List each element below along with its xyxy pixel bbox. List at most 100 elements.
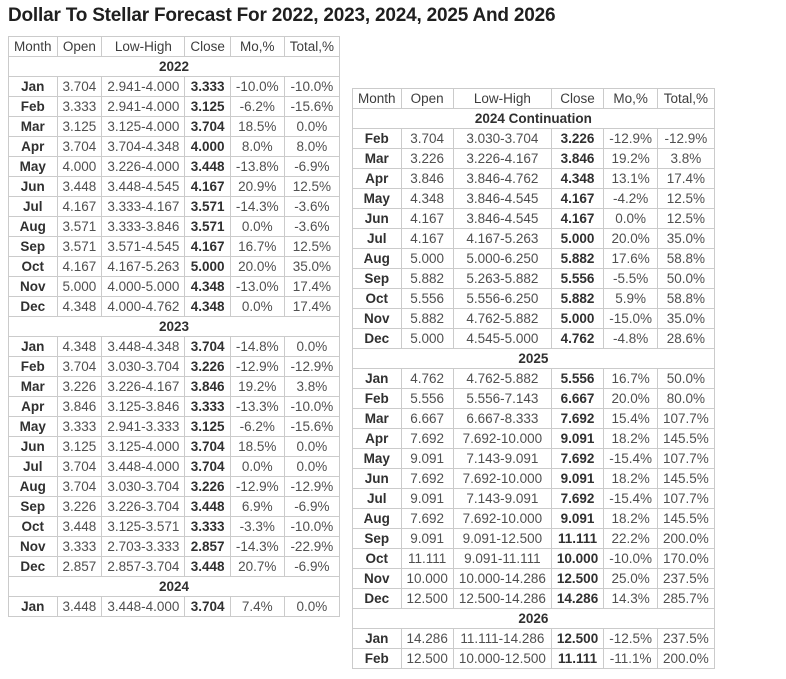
cell-month: Aug	[8, 216, 58, 237]
column-header-low-high: Low-High	[452, 88, 552, 109]
cell-open: 3.571	[56, 236, 103, 257]
cell-low-high: 6.667-8.333	[452, 408, 552, 429]
cell-month: Jun	[352, 468, 402, 489]
cell-mo-pct: 0.0%	[229, 456, 285, 477]
cell-month: Feb	[352, 648, 402, 669]
cell-mo-pct: 0.0%	[603, 208, 658, 229]
cell-close: 3.333	[184, 516, 231, 537]
cell-close: 3.226	[184, 356, 231, 377]
cell-low-high: 2.941-3.333	[101, 416, 186, 437]
cell-total-pct: 12.5%	[656, 188, 715, 209]
table-row: Dec 5.000 4.545-5.000 4.762 -4.8% 28.6%	[352, 328, 715, 349]
cell-open: 5.556	[400, 388, 454, 409]
column-header-mo-pct: Mo,%	[603, 88, 658, 109]
cell-open: 5.882	[400, 268, 454, 289]
cell-open: 4.167	[56, 196, 103, 217]
forecast-table-left: Month Open Low-High Close Mo,% Total,% 2022 Jan…	[8, 36, 340, 617]
table-row: Sep 3.571 3.571-4.545 4.167 16.7% 12.5%	[8, 236, 340, 257]
cell-mo-pct: -3.3%	[229, 516, 285, 537]
cell-open: 3.704	[56, 456, 103, 477]
table-row: Dec 12.500 12.500-14.286 14.286 14.3% 285.7%	[352, 588, 715, 609]
cell-close: 3.704	[184, 436, 231, 457]
cell-close: 5.000	[550, 228, 605, 249]
cell-mo-pct: -13.0%	[229, 276, 285, 297]
cell-total-pct: 237.5%	[656, 568, 715, 589]
cell-month: Jan	[352, 368, 402, 389]
table-row: Nov 5.882 4.762-5.882 5.000 -15.0% 35.0%	[352, 308, 715, 329]
cell-mo-pct: 19.2%	[603, 148, 658, 169]
cell-month: May	[8, 156, 58, 177]
cell-total-pct: -12.9%	[283, 476, 340, 497]
table-row: Mar 3.125 3.125-4.000 3.704 18.5% 0.0%	[8, 116, 340, 137]
cell-close: 5.000	[184, 256, 231, 277]
cell-total-pct: 12.5%	[283, 176, 340, 197]
cell-month: Dec	[352, 328, 402, 349]
cell-open: 3.704	[400, 128, 454, 149]
table-row: Nov 5.000 4.000-5.000 4.348 -13.0% 17.4%	[8, 276, 340, 297]
cell-month: Jul	[352, 488, 402, 509]
year-section-row: 2024 Continuation	[352, 108, 715, 129]
cell-close: 5.556	[550, 368, 605, 389]
table-row: Nov 3.333 2.703-3.333 2.857 -14.3% -22.9%	[8, 536, 340, 557]
cell-month: Dec	[8, 556, 58, 577]
cell-close: 7.692	[550, 408, 605, 429]
table-row: Jan 3.448 3.448-4.000 3.704 7.4% 0.0%	[8, 596, 340, 617]
cell-low-high: 3.125-4.000	[101, 116, 186, 137]
cell-total-pct: 12.5%	[283, 236, 340, 257]
cell-mo-pct: 19.2%	[229, 376, 285, 397]
table-row: Aug 5.000 5.000-6.250 5.882 17.6% 58.8%	[352, 248, 715, 269]
cell-mo-pct: -6.2%	[229, 96, 285, 117]
table-row: May 3.333 2.941-3.333 3.125 -6.2% -15.6%	[8, 416, 340, 437]
cell-open: 7.692	[400, 428, 454, 449]
cell-close: 3.704	[184, 596, 231, 617]
table-row: Aug 3.704 3.030-3.704 3.226 -12.9% -12.9%	[8, 476, 340, 497]
table-row: Apr 3.846 3.125-3.846 3.333 -13.3% -10.0%	[8, 396, 340, 417]
cell-low-high: 7.692-10.000	[452, 508, 552, 529]
cell-low-high: 4.545-5.000	[452, 328, 552, 349]
year-label: 2024	[8, 576, 340, 597]
cell-low-high: 7.692-10.000	[452, 428, 552, 449]
cell-low-high: 10.000-12.500	[452, 648, 552, 669]
cell-month: Mar	[8, 116, 58, 137]
cell-month: Aug	[352, 508, 402, 529]
table-row: Feb 3.704 3.030-3.704 3.226 -12.9% -12.9%	[8, 356, 340, 377]
cell-low-high: 4.000-5.000	[101, 276, 186, 297]
cell-open: 3.704	[56, 136, 103, 157]
cell-month: Jan	[352, 628, 402, 649]
cell-mo-pct: 20.0%	[229, 256, 285, 277]
cell-low-high: 7.143-9.091	[452, 488, 552, 509]
table-row: Oct 4.167 4.167-5.263 5.000 20.0% 35.0%	[8, 256, 340, 277]
table-row: Apr 3.846 3.846-4.762 4.348 13.1% 17.4%	[352, 168, 715, 189]
cell-mo-pct: 22.2%	[603, 528, 658, 549]
cell-total-pct: 145.5%	[656, 468, 715, 489]
cell-close: 4.167	[184, 176, 231, 197]
cell-mo-pct: -6.2%	[229, 416, 285, 437]
cell-low-high: 3.448-4.348	[101, 336, 186, 357]
table-row: Sep 3.226 3.226-3.704 3.448 6.9% -6.9%	[8, 496, 340, 517]
cell-total-pct: -10.0%	[283, 516, 340, 537]
table-row: Oct 5.556 5.556-6.250 5.882 5.9% 58.8%	[352, 288, 715, 309]
cell-low-high: 5.556-7.143	[452, 388, 552, 409]
cell-month: May	[8, 416, 58, 437]
cell-close: 4.167	[550, 208, 605, 229]
cell-close: 9.091	[550, 508, 605, 529]
cell-close: 4.348	[184, 276, 231, 297]
cell-open: 6.667	[400, 408, 454, 429]
cell-month: Apr	[8, 396, 58, 417]
cell-close: 3.125	[184, 96, 231, 117]
cell-month: Oct	[352, 548, 402, 569]
cell-close: 3.448	[184, 556, 231, 577]
cell-open: 5.882	[400, 308, 454, 329]
cell-open: 2.857	[56, 556, 103, 577]
cell-mo-pct: -14.3%	[229, 536, 285, 557]
cell-close: 3.704	[184, 456, 231, 477]
cell-low-high: 5.000-6.250	[452, 248, 552, 269]
cell-mo-pct: -10.0%	[229, 76, 285, 97]
cell-month: Mar	[352, 148, 402, 169]
cell-month: Oct	[8, 516, 58, 537]
cell-total-pct: -6.9%	[283, 496, 340, 517]
column-header-month: Month	[352, 88, 402, 109]
cell-mo-pct: 14.3%	[603, 588, 658, 609]
cell-month: Feb	[352, 128, 402, 149]
cell-month: Nov	[8, 536, 58, 557]
